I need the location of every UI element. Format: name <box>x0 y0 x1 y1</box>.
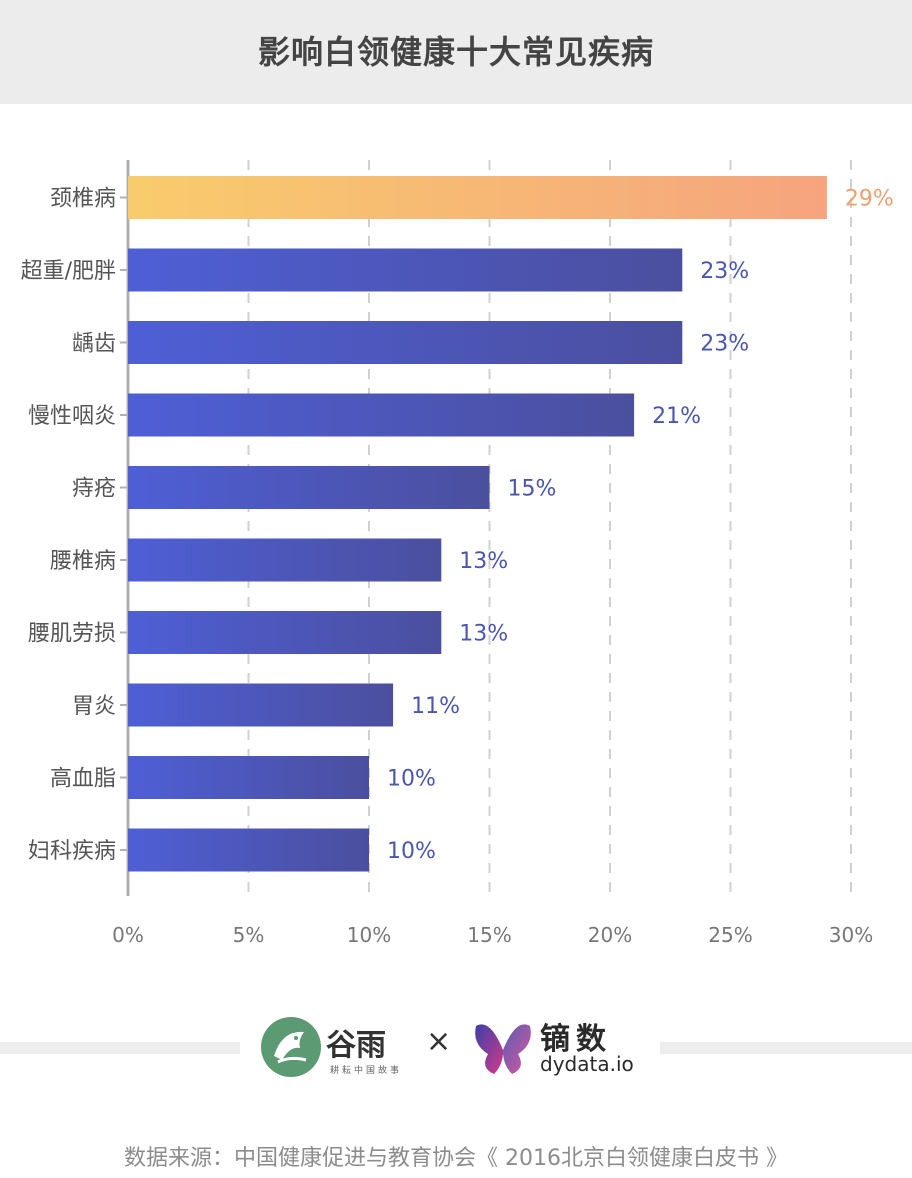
value-label: 21% <box>652 404 701 429</box>
value-label: 13% <box>459 549 508 574</box>
bar-chart: 颈椎病 29% 超重/肥胖 23% 龋齿 23% 慢性咽炎 21% 痔疮 15% 腰椎病 13% 腰肌劳… <box>21 160 894 947</box>
x-tick-label: 5% <box>233 923 265 947</box>
value-label: 23% <box>700 259 749 284</box>
bar <box>128 466 490 509</box>
category-label: 高血脂 <box>50 767 116 792</box>
category-label: 超重/肥胖 <box>21 259 116 284</box>
value-label: 11% <box>411 694 460 719</box>
bar <box>128 248 683 292</box>
x-tick-label: 15% <box>467 923 511 947</box>
x-tick-label: 10% <box>347 923 391 947</box>
x-tick-label: 25% <box>708 923 752 947</box>
x-tick-label: 30% <box>829 923 873 947</box>
category-label: 龋齿 <box>72 332 116 357</box>
guyu-logo-icon <box>261 1017 321 1077</box>
category-label: 慢性咽炎 <box>28 404 116 429</box>
x-tick-label: 20% <box>588 923 632 947</box>
dydata-logo-icon <box>475 1024 531 1074</box>
bar <box>128 683 394 727</box>
bar <box>128 828 369 872</box>
guyu-logo-text: 谷雨 <box>326 1028 386 1063</box>
category-label: 妇科疾病 <box>28 839 116 864</box>
bar <box>128 176 827 219</box>
category-label: 腰肌劳损 <box>28 622 116 647</box>
category-label: 颈椎病 <box>50 187 116 212</box>
dydata-logo-text: 镝数 <box>540 1022 612 1057</box>
chart-title: 影响白领健康十大常见疾病 <box>257 33 654 71</box>
category-label: 腰椎病 <box>50 549 116 574</box>
value-label: 29% <box>845 187 894 212</box>
dydata-logo-domain: dydata.io <box>540 1052 634 1076</box>
bar <box>128 393 635 437</box>
guyu-logo-tagline: 耕耘中国故事 <box>330 1066 403 1076</box>
bar <box>128 756 369 799</box>
bar <box>128 538 442 582</box>
x-tick-label: 0% <box>112 923 144 947</box>
value-label: 13% <box>459 622 508 647</box>
logo-separator: × <box>426 1024 452 1059</box>
value-label: 15% <box>508 477 557 502</box>
logo-row: 谷雨 耕耘中国故事 × 镝数 dydata.io <box>240 1008 660 1088</box>
category-label: 胃炎 <box>72 694 116 719</box>
value-label: 10% <box>387 839 436 864</box>
bar <box>128 611 442 654</box>
value-label: 23% <box>700 332 749 357</box>
value-label: 10% <box>387 767 436 792</box>
data-source-note: 数据来源：中国健康促进与教育协会《 2016北京白领健康白皮书 》 <box>124 1146 788 1171</box>
bar <box>128 321 683 364</box>
title-band <box>0 0 912 104</box>
category-label: 痔疮 <box>72 477 116 502</box>
